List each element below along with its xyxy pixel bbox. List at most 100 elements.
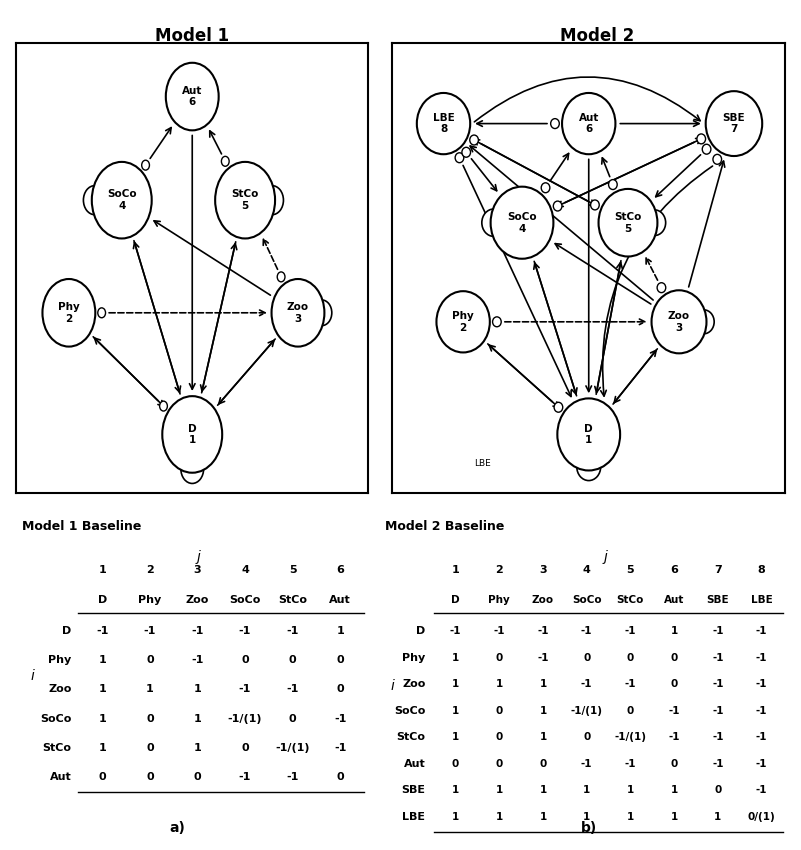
Text: Aut: Aut bbox=[404, 758, 425, 768]
Text: 1: 1 bbox=[452, 706, 459, 716]
Text: 1: 1 bbox=[714, 812, 722, 822]
Text: -1: -1 bbox=[712, 706, 723, 716]
Text: 0: 0 bbox=[336, 684, 344, 694]
Circle shape bbox=[166, 63, 219, 130]
Text: i: i bbox=[391, 678, 395, 693]
Text: D: D bbox=[417, 626, 425, 636]
Text: -1: -1 bbox=[755, 758, 767, 768]
Text: -1: -1 bbox=[143, 626, 156, 636]
Circle shape bbox=[142, 160, 150, 170]
Text: -1: -1 bbox=[537, 653, 549, 662]
Text: 3: 3 bbox=[539, 564, 547, 575]
Text: Phy: Phy bbox=[139, 594, 162, 604]
Text: StCo: StCo bbox=[396, 732, 425, 742]
Text: LBE: LBE bbox=[751, 594, 772, 604]
Text: D
1: D 1 bbox=[188, 423, 196, 445]
Text: 5: 5 bbox=[626, 564, 634, 575]
Text: Aut: Aut bbox=[50, 772, 71, 782]
Text: -1: -1 bbox=[287, 626, 299, 636]
Text: 1: 1 bbox=[194, 684, 201, 694]
Text: 0: 0 bbox=[336, 772, 344, 782]
Text: 5: 5 bbox=[289, 564, 296, 575]
Text: -1: -1 bbox=[625, 679, 636, 689]
Text: 1: 1 bbox=[194, 743, 201, 753]
Circle shape bbox=[706, 91, 763, 156]
Text: Zoo
3: Zoo 3 bbox=[668, 311, 690, 332]
Text: SBE: SBE bbox=[706, 594, 729, 604]
Text: -1: -1 bbox=[755, 626, 767, 636]
Circle shape bbox=[577, 453, 601, 480]
Circle shape bbox=[657, 283, 666, 292]
Circle shape bbox=[469, 135, 478, 145]
Text: -1: -1 bbox=[712, 626, 723, 636]
Text: 0: 0 bbox=[194, 772, 201, 782]
Text: 0: 0 bbox=[670, 758, 678, 768]
Circle shape bbox=[713, 155, 722, 164]
Text: Model 2 Baseline: Model 2 Baseline bbox=[384, 520, 504, 533]
Circle shape bbox=[651, 291, 706, 354]
Text: -1/(1): -1/(1) bbox=[570, 706, 602, 716]
Text: Phy
2: Phy 2 bbox=[453, 311, 474, 332]
Circle shape bbox=[159, 401, 167, 411]
Text: Aut
6: Aut 6 bbox=[578, 113, 599, 134]
Circle shape bbox=[643, 210, 666, 235]
Circle shape bbox=[590, 200, 599, 210]
Text: -1: -1 bbox=[239, 626, 252, 636]
Text: -1: -1 bbox=[450, 626, 461, 636]
Text: 7: 7 bbox=[714, 564, 722, 575]
Text: 1: 1 bbox=[496, 812, 503, 822]
Text: Aut: Aut bbox=[664, 594, 684, 604]
Text: 1: 1 bbox=[452, 653, 459, 662]
Text: 1: 1 bbox=[670, 626, 678, 636]
Circle shape bbox=[562, 93, 615, 154]
Text: Model 2: Model 2 bbox=[560, 26, 634, 45]
Text: 0: 0 bbox=[670, 653, 678, 662]
Text: -1: -1 bbox=[334, 713, 346, 723]
Circle shape bbox=[697, 134, 706, 144]
Circle shape bbox=[163, 396, 222, 473]
Text: -1: -1 bbox=[625, 626, 636, 636]
Circle shape bbox=[260, 185, 284, 215]
Circle shape bbox=[83, 185, 107, 215]
Circle shape bbox=[92, 162, 151, 239]
Text: 1: 1 bbox=[496, 785, 503, 795]
Text: 0: 0 bbox=[583, 732, 590, 742]
Text: 1: 1 bbox=[452, 812, 459, 822]
Text: 0: 0 bbox=[626, 706, 634, 716]
Text: 1: 1 bbox=[452, 679, 459, 689]
Text: 0: 0 bbox=[496, 706, 503, 716]
Text: 1: 1 bbox=[539, 706, 546, 716]
Text: 0: 0 bbox=[626, 653, 634, 662]
Text: -1: -1 bbox=[668, 706, 680, 716]
Text: 1: 1 bbox=[99, 655, 107, 666]
Text: 0: 0 bbox=[714, 785, 722, 795]
Circle shape bbox=[702, 144, 711, 154]
Circle shape bbox=[553, 201, 562, 211]
Text: Phy: Phy bbox=[489, 594, 510, 604]
Text: -1: -1 bbox=[581, 626, 593, 636]
Circle shape bbox=[42, 279, 95, 347]
Circle shape bbox=[98, 308, 106, 318]
Text: a): a) bbox=[169, 821, 185, 835]
Text: -1/(1): -1/(1) bbox=[614, 732, 646, 742]
Text: LBE: LBE bbox=[474, 459, 491, 468]
Text: SBE: SBE bbox=[401, 785, 425, 795]
Text: SoCo
4: SoCo 4 bbox=[107, 190, 136, 211]
Text: StCo: StCo bbox=[617, 594, 644, 604]
Text: 0: 0 bbox=[241, 743, 249, 753]
Text: 0: 0 bbox=[336, 655, 344, 666]
Text: 2: 2 bbox=[146, 564, 154, 575]
Text: Zoo: Zoo bbox=[186, 594, 209, 604]
Text: 0: 0 bbox=[583, 653, 590, 662]
Text: b): b) bbox=[581, 821, 597, 835]
Text: 8: 8 bbox=[758, 564, 766, 575]
Text: -1: -1 bbox=[712, 758, 723, 768]
Circle shape bbox=[272, 279, 324, 347]
Text: Zoo: Zoo bbox=[48, 684, 71, 694]
Text: SBE
7: SBE 7 bbox=[723, 113, 745, 134]
Text: 0: 0 bbox=[289, 655, 296, 666]
Text: LBE: LBE bbox=[402, 812, 425, 822]
Text: LBE
8: LBE 8 bbox=[433, 113, 454, 134]
Text: 6: 6 bbox=[336, 564, 344, 575]
Text: -1/(1): -1/(1) bbox=[227, 713, 262, 723]
